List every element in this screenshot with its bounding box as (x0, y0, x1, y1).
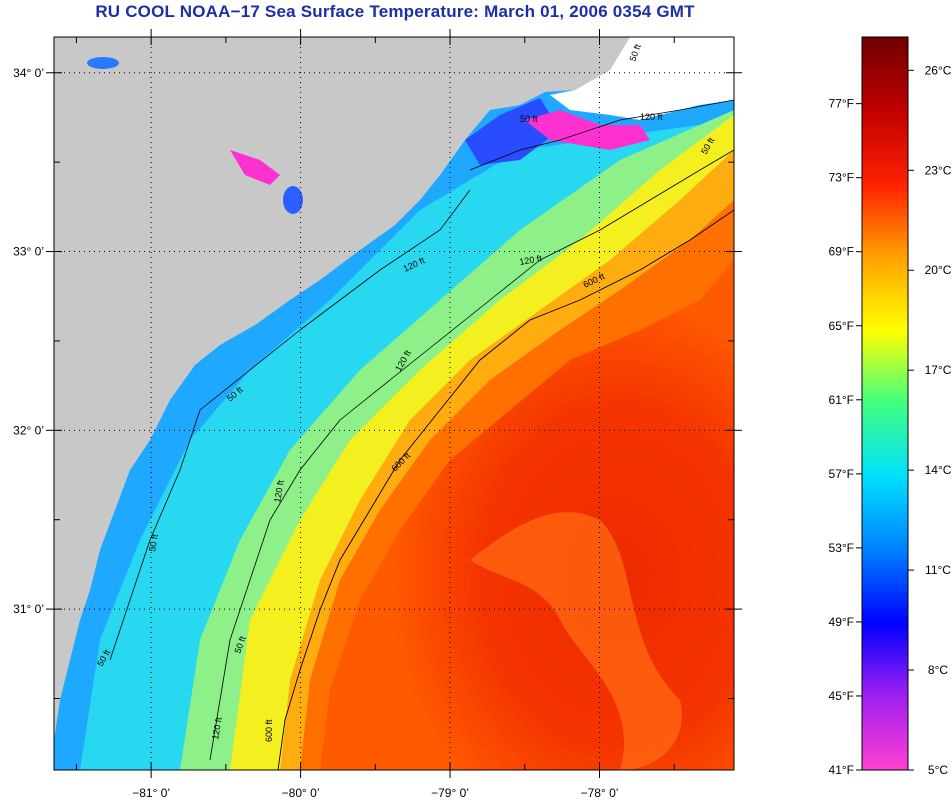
lat-label: 31° 0’ (13, 602, 44, 616)
lat-label: 34° 0’ (13, 66, 44, 80)
cold-lake-b (283, 186, 303, 214)
cold-lake-c (87, 57, 119, 69)
lat-label: 33° 0’ (13, 245, 44, 259)
contour-600ft (277, 209, 734, 770)
land-mainland (54, 37, 630, 740)
map-axis-ticks: 34° 0’ 33° 0’ 32° 0’ 31° 0’ −81° 0’ −80° 0’ −7… (13, 29, 742, 800)
contour-120ft (209, 149, 734, 761)
contour-label: 600 ft (264, 719, 274, 742)
lon-label: −79° 0’ (431, 786, 469, 800)
contour-label: 120 ft (210, 716, 224, 740)
lon-label: −78° 0’ (581, 786, 619, 800)
map-grid (54, 37, 734, 770)
no-data-area (550, 37, 734, 120)
cold-nearshore-magenta (525, 110, 650, 150)
cold-inlet-north (465, 98, 560, 165)
contour-50ft (109, 99, 734, 661)
contour-label: 120 ft (272, 479, 286, 503)
contour-label: 50 ft (147, 533, 160, 552)
lon-label: −80° 0’ (282, 786, 320, 800)
cold-lake-a (230, 150, 280, 185)
lat-label: 32° 0’ (13, 423, 44, 437)
contour-label: 120 ft (640, 112, 663, 122)
contour-label: 120 ft (519, 253, 543, 267)
contour-label: 50 ft (520, 114, 538, 124)
map-title: RU COOL NOAA−17 Sea Surface Temperature:… (95, 2, 695, 21)
map-frame (53, 36, 735, 771)
sst-warm-filament (470, 512, 682, 770)
lon-label: −81° 0’ (132, 786, 170, 800)
